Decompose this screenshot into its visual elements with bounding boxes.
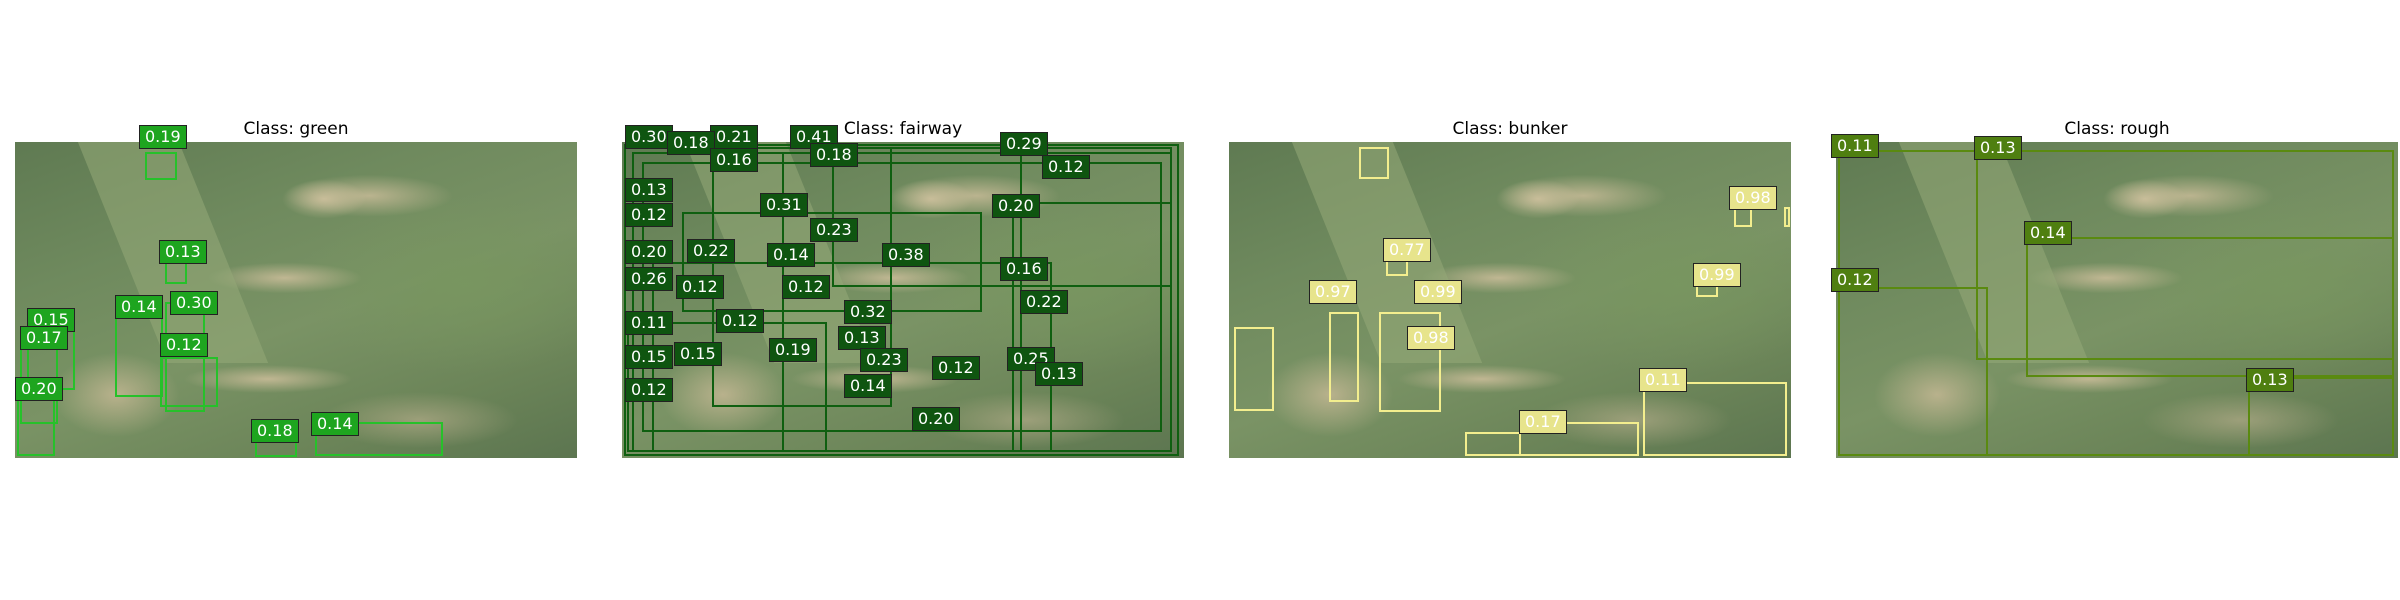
score-label: 0.25: [1007, 347, 1055, 371]
score-label: 0.97: [1309, 280, 1357, 304]
score-label: 0.22: [1020, 290, 1068, 314]
aerial-image: [622, 142, 1184, 458]
score-label: 0.38: [882, 243, 930, 267]
detection-box: [165, 262, 187, 284]
score-label: 0.12: [1831, 268, 1879, 292]
detection-box: [2026, 237, 2394, 377]
score-label: 0.13: [1974, 136, 2022, 160]
score-label: 0.19: [769, 338, 817, 362]
detection-box: [1838, 287, 1988, 456]
score-label: 0.20: [15, 377, 63, 401]
score-label: 0.20: [625, 240, 673, 264]
score-label: 0.77: [1383, 238, 1431, 262]
score-label: 0.29: [1000, 132, 1048, 156]
detection-box: [624, 144, 1179, 456]
score-label: 0.18: [667, 131, 715, 155]
score-label: 0.17: [1519, 410, 1567, 434]
detection-box: [145, 152, 177, 180]
score-label: 0.14: [311, 412, 359, 436]
score-label: 0.23: [810, 218, 858, 242]
detection-box: [1329, 312, 1359, 402]
score-label: 0.11: [625, 311, 673, 335]
score-label: 0.20: [912, 407, 960, 431]
score-label: 0.98: [1729, 186, 1777, 210]
score-label: 0.31: [760, 193, 808, 217]
score-label: 0.12: [625, 203, 673, 227]
panel-title: Class: bunker: [1452, 119, 1568, 139]
score-label: 0.12: [1042, 155, 1090, 179]
detection-box: [1465, 432, 1521, 456]
panel-title: Class: green: [243, 119, 349, 139]
score-label: 0.23: [860, 348, 908, 372]
score-label: 0.14: [2024, 221, 2072, 245]
score-label: 0.12: [932, 356, 980, 380]
score-label: 0.15: [674, 342, 722, 366]
score-label: 0.11: [1831, 134, 1879, 158]
panel-title: Class: fairway: [843, 119, 963, 139]
detection-box: [1012, 202, 1172, 452]
score-label: 0.14: [844, 374, 892, 398]
detection-box: [682, 212, 982, 312]
score-label: 0.41: [790, 125, 838, 149]
detection-box: [1734, 207, 1752, 227]
score-label: 0.30: [625, 125, 673, 149]
score-label: 0.13: [1035, 362, 1083, 386]
score-label: 0.12: [625, 378, 673, 402]
score-label: 0.17: [20, 326, 68, 350]
aerial-image: [1836, 142, 2398, 458]
score-label: 0.13: [838, 326, 886, 350]
detection-box: [1643, 382, 1787, 456]
score-label: 0.99: [1693, 263, 1741, 287]
score-label: 0.12: [676, 275, 724, 299]
detection-box: [2248, 377, 2394, 456]
score-label: 0.21: [710, 125, 758, 149]
aerial-image: [15, 142, 577, 458]
panel-title: Class: rough: [2064, 119, 2170, 139]
detection-box: [1234, 327, 1274, 411]
score-label: 0.19: [139, 125, 187, 149]
score-label: 0.12: [160, 333, 208, 357]
score-label: 0.18: [251, 419, 299, 443]
detection-box: [1359, 147, 1389, 179]
detection-box: [642, 162, 1162, 432]
detection-box: [115, 307, 163, 397]
score-label: 0.13: [2246, 368, 2294, 392]
score-label: 0.99: [1414, 280, 1462, 304]
score-label: 0.16: [710, 148, 758, 172]
detection-box: [160, 357, 218, 407]
score-label: 0.14: [767, 243, 815, 267]
score-label: 0.32: [844, 300, 892, 324]
score-label: 0.12: [782, 275, 830, 299]
score-label: 0.12: [716, 309, 764, 333]
score-label: 0.18: [810, 143, 858, 167]
score-label: 0.13: [159, 240, 207, 264]
score-label: 0.11: [1639, 368, 1687, 392]
detection-box: [1784, 207, 1790, 227]
score-label: 0.22: [687, 239, 735, 263]
score-label: 0.14: [115, 295, 163, 319]
score-label: 0.15: [625, 345, 673, 369]
detection-box: [1379, 312, 1441, 412]
score-label: 0.20: [992, 194, 1040, 218]
score-label: 0.16: [1000, 257, 1048, 281]
score-label: 0.30: [170, 291, 218, 315]
detection-box: [315, 422, 443, 456]
score-label: 0.26: [625, 267, 673, 291]
score-label: 0.98: [1407, 326, 1455, 350]
score-label: 0.13: [625, 178, 673, 202]
